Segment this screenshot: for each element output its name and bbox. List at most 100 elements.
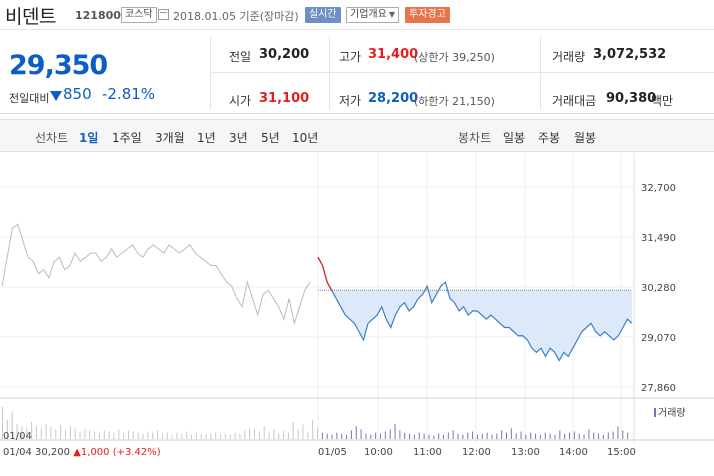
candle-monthly-button[interactable]: 월봉	[574, 131, 597, 145]
volume-bar	[35, 426, 37, 439]
volume-label: 거래량	[552, 50, 586, 64]
high-label: 고가	[339, 50, 362, 64]
volume-bar	[89, 430, 91, 439]
volume-bar	[31, 421, 33, 439]
prev-day-change: 1,000 (+3.42%)	[80, 447, 161, 458]
company-overview-dropdown[interactable]: 기업개요 ▼	[346, 7, 399, 23]
trade-amount-label: 거래대금	[552, 94, 597, 108]
low-value: 28,200	[368, 91, 419, 106]
volume-bar	[317, 428, 318, 439]
volume-bar	[404, 432, 406, 439]
candle-weekly-button[interactable]: 주봉	[538, 131, 561, 145]
lower-limit: (하한가 21,150)	[414, 95, 495, 108]
period-1d-button[interactable]: 1일	[79, 131, 99, 145]
volume-bar	[263, 426, 265, 439]
volume-bar	[55, 429, 57, 439]
volume-bar	[176, 432, 178, 439]
volume-bar	[195, 432, 197, 439]
volume-bar	[215, 432, 217, 439]
period-3y-button[interactable]: 3년	[229, 131, 248, 145]
realtime-button[interactable]: 실시간	[305, 7, 341, 23]
volume-bar	[312, 419, 314, 439]
up-arrow-icon: ▲	[73, 447, 81, 458]
x-label-time: 14:00	[559, 447, 588, 458]
divider	[540, 36, 541, 110]
volume-bar	[118, 429, 120, 439]
trade-amount-value: 90,380	[606, 91, 657, 106]
volume-bar	[239, 433, 241, 439]
volume-bar	[50, 427, 52, 439]
open-label: 시가	[229, 94, 252, 108]
volume-bar	[413, 434, 415, 439]
volume-bar	[384, 431, 386, 439]
volume-bar	[346, 434, 348, 439]
period-1y-button[interactable]: 1년	[197, 131, 216, 145]
volume-bar	[224, 433, 226, 439]
candle-daily-button[interactable]: 일봉	[503, 131, 526, 145]
volume-bar	[6, 419, 8, 439]
volume-bar	[113, 432, 115, 439]
stock-code: 121800	[75, 9, 121, 22]
period-10y-button[interactable]: 10년	[292, 131, 319, 145]
volume-bar	[564, 433, 566, 439]
volume-bar	[321, 432, 323, 439]
volume-bar	[123, 432, 125, 439]
open-value: 31,100	[259, 91, 310, 106]
volume-bar	[84, 429, 86, 439]
volume-bar	[457, 433, 459, 439]
volume-bar	[617, 426, 619, 439]
x-label-today: 01/05	[318, 447, 347, 458]
volume-bar	[462, 434, 464, 439]
period-3m-button[interactable]: 3개월	[155, 131, 185, 145]
period-1w-button[interactable]: 1주일	[112, 131, 142, 145]
volume-bar	[157, 430, 159, 439]
volume-bar	[331, 434, 333, 439]
volume-bar	[181, 433, 183, 439]
volume-bar	[544, 432, 546, 439]
volume-bar	[365, 433, 367, 439]
volume-bar	[142, 433, 144, 439]
volume-bar	[268, 432, 270, 439]
volume-bar	[583, 434, 585, 439]
volume-bar	[60, 425, 62, 439]
volume-bar	[486, 432, 488, 439]
volume-bar	[307, 431, 309, 439]
line-chart-label: 선차트	[35, 131, 69, 145]
volume-bar	[108, 431, 110, 439]
volume-bar	[278, 433, 280, 439]
prev-day-date: 01/04	[3, 447, 32, 458]
volume-bar	[399, 430, 401, 439]
volume-bar	[443, 434, 444, 439]
y-tick-label: 32,700	[641, 183, 676, 194]
stock-name: 비덴트	[5, 6, 56, 28]
volume-bar	[74, 428, 76, 439]
volume-bar	[539, 434, 541, 439]
divider	[210, 36, 211, 110]
volume-bar	[220, 434, 222, 439]
prev-close-label: 전일	[229, 50, 252, 64]
volume-bar	[573, 431, 575, 439]
volume-bar	[191, 434, 192, 439]
investment-warning-badge[interactable]: 투자경고	[405, 7, 450, 23]
period-5y-button[interactable]: 5년	[261, 131, 280, 145]
volume-bar	[69, 426, 71, 439]
volume-bar	[559, 430, 561, 439]
volume-bar	[588, 429, 590, 439]
price-chart[interactable]: 32,700 31,490 30,280 29,070 27,860	[0, 153, 714, 476]
volume-bar	[249, 428, 251, 439]
volume-bar	[186, 431, 188, 439]
volume-bar	[501, 430, 503, 439]
volume-bar	[94, 431, 96, 439]
volume-bar	[598, 433, 600, 439]
y-tick-label: 29,070	[641, 333, 676, 344]
volume-bar	[423, 433, 425, 439]
volume-bar	[578, 433, 580, 439]
volume-bar	[607, 432, 609, 439]
volume-bar	[234, 432, 236, 439]
reference-date: 2018.01.05 기준(장마감)	[173, 10, 299, 23]
volume-bar	[549, 433, 551, 439]
change-percent: -2.81%	[102, 85, 156, 103]
x-label-time: 10:00	[364, 447, 393, 458]
volume-bar	[152, 432, 154, 439]
y-tick-label: 30,280	[641, 283, 676, 294]
